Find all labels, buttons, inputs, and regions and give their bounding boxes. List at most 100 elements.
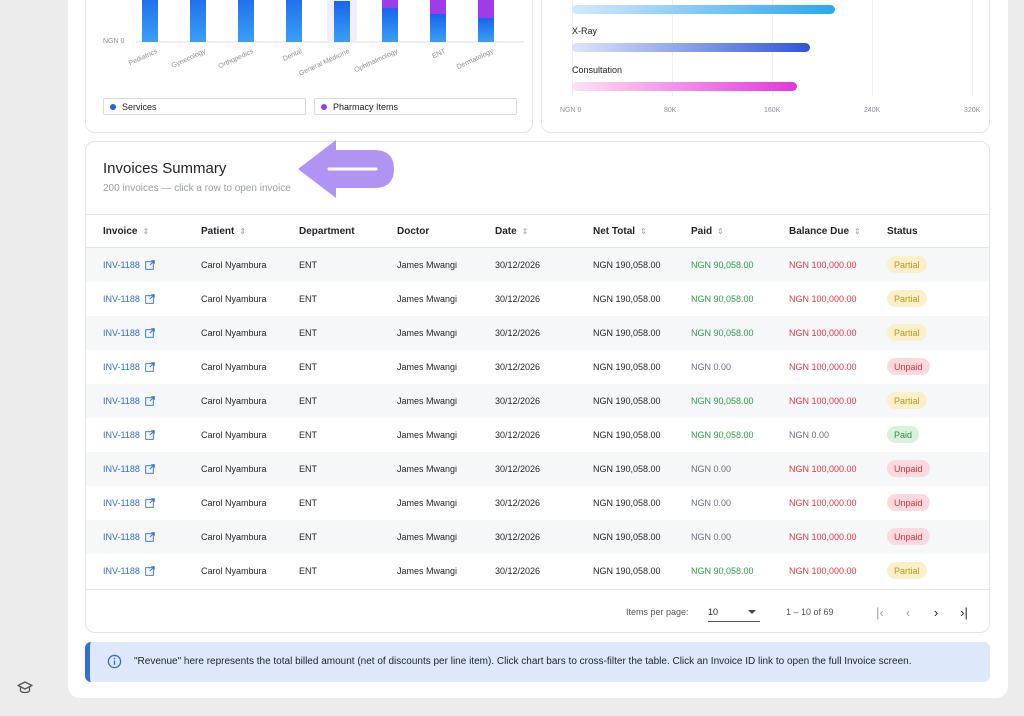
balance-due-cell: NGN 100,000.00 <box>789 362 857 372</box>
patient-cell: Carol Nyambura <box>201 532 267 542</box>
doctor-cell: James Mwangi <box>397 294 458 304</box>
date-cell: 30/12/2026 <box>495 498 541 508</box>
graduation-cap-icon[interactable] <box>17 681 33 695</box>
external-link-icon[interactable] <box>145 260 155 270</box>
sort-icon[interactable]: ⇕ <box>854 227 861 236</box>
external-link-icon[interactable] <box>145 362 155 372</box>
table-row[interactable]: INV-1188 Carol Nyambura ENT James Mwangi 30/… <box>86 520 989 554</box>
paid-cell: NGN 90,058.00 <box>691 566 754 576</box>
doctor-cell: James Mwangi <box>397 498 458 508</box>
invoice-link[interactable]: INV-1188 <box>103 328 155 338</box>
col-date[interactable]: Date ⇕ <box>495 226 529 237</box>
revenue-bar-chart[interactable]: NGN 0 80K 160K 240K 320K X-Ray Consultation <box>542 0 991 133</box>
first-page-button[interactable]: |‹ <box>876 604 884 620</box>
table-row[interactable]: INV-1188 Carol Nyambura ENT James Mwangi 30/… <box>86 248 989 282</box>
balance-due-cell: NGN 100,000.00 <box>789 328 857 338</box>
col-net-total[interactable]: Net Total ⇕ <box>593 226 647 237</box>
external-link-icon[interactable] <box>145 566 155 576</box>
items-per-page-select[interactable]: 10 <box>708 602 760 622</box>
invoice-link[interactable]: INV-1188 <box>103 464 155 474</box>
col-patient[interactable]: Patient ⇕ <box>201 226 247 237</box>
department-cell: ENT <box>299 498 317 508</box>
external-link-icon[interactable] <box>145 328 155 338</box>
table-row[interactable]: INV-1188 Carol Nyambura ENT James Mwangi 30/… <box>86 316 989 350</box>
status-badge: Partial <box>887 256 927 273</box>
invoice-link[interactable]: INV-1188 <box>103 430 155 440</box>
patient-cell: Carol Nyambura <box>201 396 267 406</box>
revenue-bar[interactable] <box>572 82 797 91</box>
col-paid[interactable]: Paid ⇕ <box>691 226 724 237</box>
department-cell: ENT <box>299 294 317 304</box>
patient-cell: Carol Nyambura <box>201 464 267 474</box>
bar-services-dermatology[interactable] <box>478 18 494 42</box>
status-badge: Paid <box>887 426 920 443</box>
bar-services-dental[interactable] <box>286 0 302 42</box>
last-page-button[interactable]: ›| <box>960 604 968 620</box>
col-invoice[interactable]: Invoice ⇕ <box>103 226 150 237</box>
col-balance-due[interactable]: Balance Due ⇕ <box>789 226 861 237</box>
date-cell: 30/12/2026 <box>495 396 541 406</box>
paid-cell: NGN 0.00 <box>691 498 732 508</box>
external-link-icon[interactable] <box>145 464 155 474</box>
invoices-title: Invoices Summary <box>103 160 227 177</box>
bar-services-pediatrics[interactable] <box>142 0 158 42</box>
table-row[interactable]: INV-1188 Carol Nyambura ENT James Mwangi 30/… <box>86 554 989 588</box>
external-link-icon[interactable] <box>145 294 155 304</box>
invoice-link[interactable]: INV-1188 <box>103 566 155 576</box>
bar-pharmacy-ent[interactable] <box>430 0 446 14</box>
invoice-link[interactable]: INV-1188 <box>103 362 155 372</box>
invoice-link[interactable]: INV-1188 <box>103 532 155 542</box>
department-cell: ENT <box>299 396 317 406</box>
doctor-cell: James Mwangi <box>397 328 458 338</box>
balance-due-cell: NGN 100,000.00 <box>789 532 857 542</box>
bar-services-gynecology[interactable] <box>190 0 206 42</box>
invoice-link[interactable]: INV-1188 <box>103 294 155 304</box>
legend-services[interactable]: Services <box>103 98 306 115</box>
external-link-icon[interactable] <box>145 430 155 440</box>
table-row[interactable]: INV-1188 Carol Nyambura ENT James Mwangi 30/… <box>86 350 989 384</box>
sort-icon[interactable]: ⇕ <box>717 227 724 236</box>
net-total-cell: NGN 190,058.00 <box>593 260 661 270</box>
invoice-link[interactable]: INV-1188 <box>103 260 155 270</box>
paid-cell: NGN 90,058.00 <box>691 328 754 338</box>
bar-services-ophthalmology[interactable] <box>382 8 398 42</box>
status-badge: Unpaid <box>887 528 930 545</box>
invoices-subtitle: 200 invoices — click a row to open invoi… <box>103 183 291 194</box>
balance-due-cell: NGN 100,000.00 <box>789 566 857 576</box>
doctor-cell: James Mwangi <box>397 532 458 542</box>
services-bar-chart[interactable] <box>86 0 534 68</box>
bar-services-orthopedics[interactable] <box>238 0 254 42</box>
date-cell: 30/12/2026 <box>495 532 541 542</box>
prev-page-button[interactable]: ‹ <box>905 604 911 620</box>
sort-icon[interactable]: ⇕ <box>521 227 529 236</box>
revenue-bar[interactable] <box>572 43 810 52</box>
services-chart-card: NGN 0 Pediatrics Gynecology Orthopedics Den… <box>85 0 533 133</box>
bar-pharmacy-dermatology[interactable] <box>478 0 494 18</box>
doctor-cell: James Mwangi <box>397 566 458 576</box>
department-cell: ENT <box>299 362 317 372</box>
sort-icon[interactable]: ⇕ <box>239 227 247 236</box>
bar-pharmacy-ophthalmology[interactable] <box>382 0 398 8</box>
next-page-button[interactable]: › <box>933 604 939 620</box>
legend-pharmacy[interactable]: Pharmacy Items <box>314 98 517 115</box>
external-link-icon[interactable] <box>145 532 155 542</box>
table-row[interactable]: INV-1188 Carol Nyambura ENT James Mwangi 30/… <box>86 452 989 486</box>
balance-due-cell: NGN 0.00 <box>789 430 830 440</box>
external-link-icon[interactable] <box>145 396 155 406</box>
sort-icon[interactable]: ⇕ <box>142 227 150 236</box>
sort-icon[interactable]: ⇕ <box>640 227 647 236</box>
bar-services-general-medicine[interactable] <box>334 1 350 42</box>
table-row[interactable]: INV-1188 Carol Nyambura ENT James Mwangi 30/… <box>86 486 989 520</box>
patient-cell: Carol Nyambura <box>201 566 267 576</box>
invoice-link[interactable]: INV-1188 <box>103 396 155 406</box>
external-link-icon[interactable] <box>145 498 155 508</box>
table-row[interactable]: INV-1188 Carol Nyambura ENT James Mwangi 30/… <box>86 384 989 418</box>
invoices-summary-card: Invoices Summary 200 invoices — click a … <box>85 141 990 633</box>
bar-services-ent[interactable] <box>430 14 446 42</box>
patient-cell: Carol Nyambura <box>201 260 267 270</box>
table-row[interactable]: INV-1188 Carol Nyambura ENT James Mwangi 30/… <box>86 418 989 452</box>
net-total-cell: NGN 190,058.00 <box>593 362 661 372</box>
invoice-link[interactable]: INV-1188 <box>103 498 155 508</box>
table-row[interactable]: INV-1188 Carol Nyambura ENT James Mwangi 30/… <box>86 282 989 316</box>
revenue-bar[interactable] <box>572 5 835 14</box>
